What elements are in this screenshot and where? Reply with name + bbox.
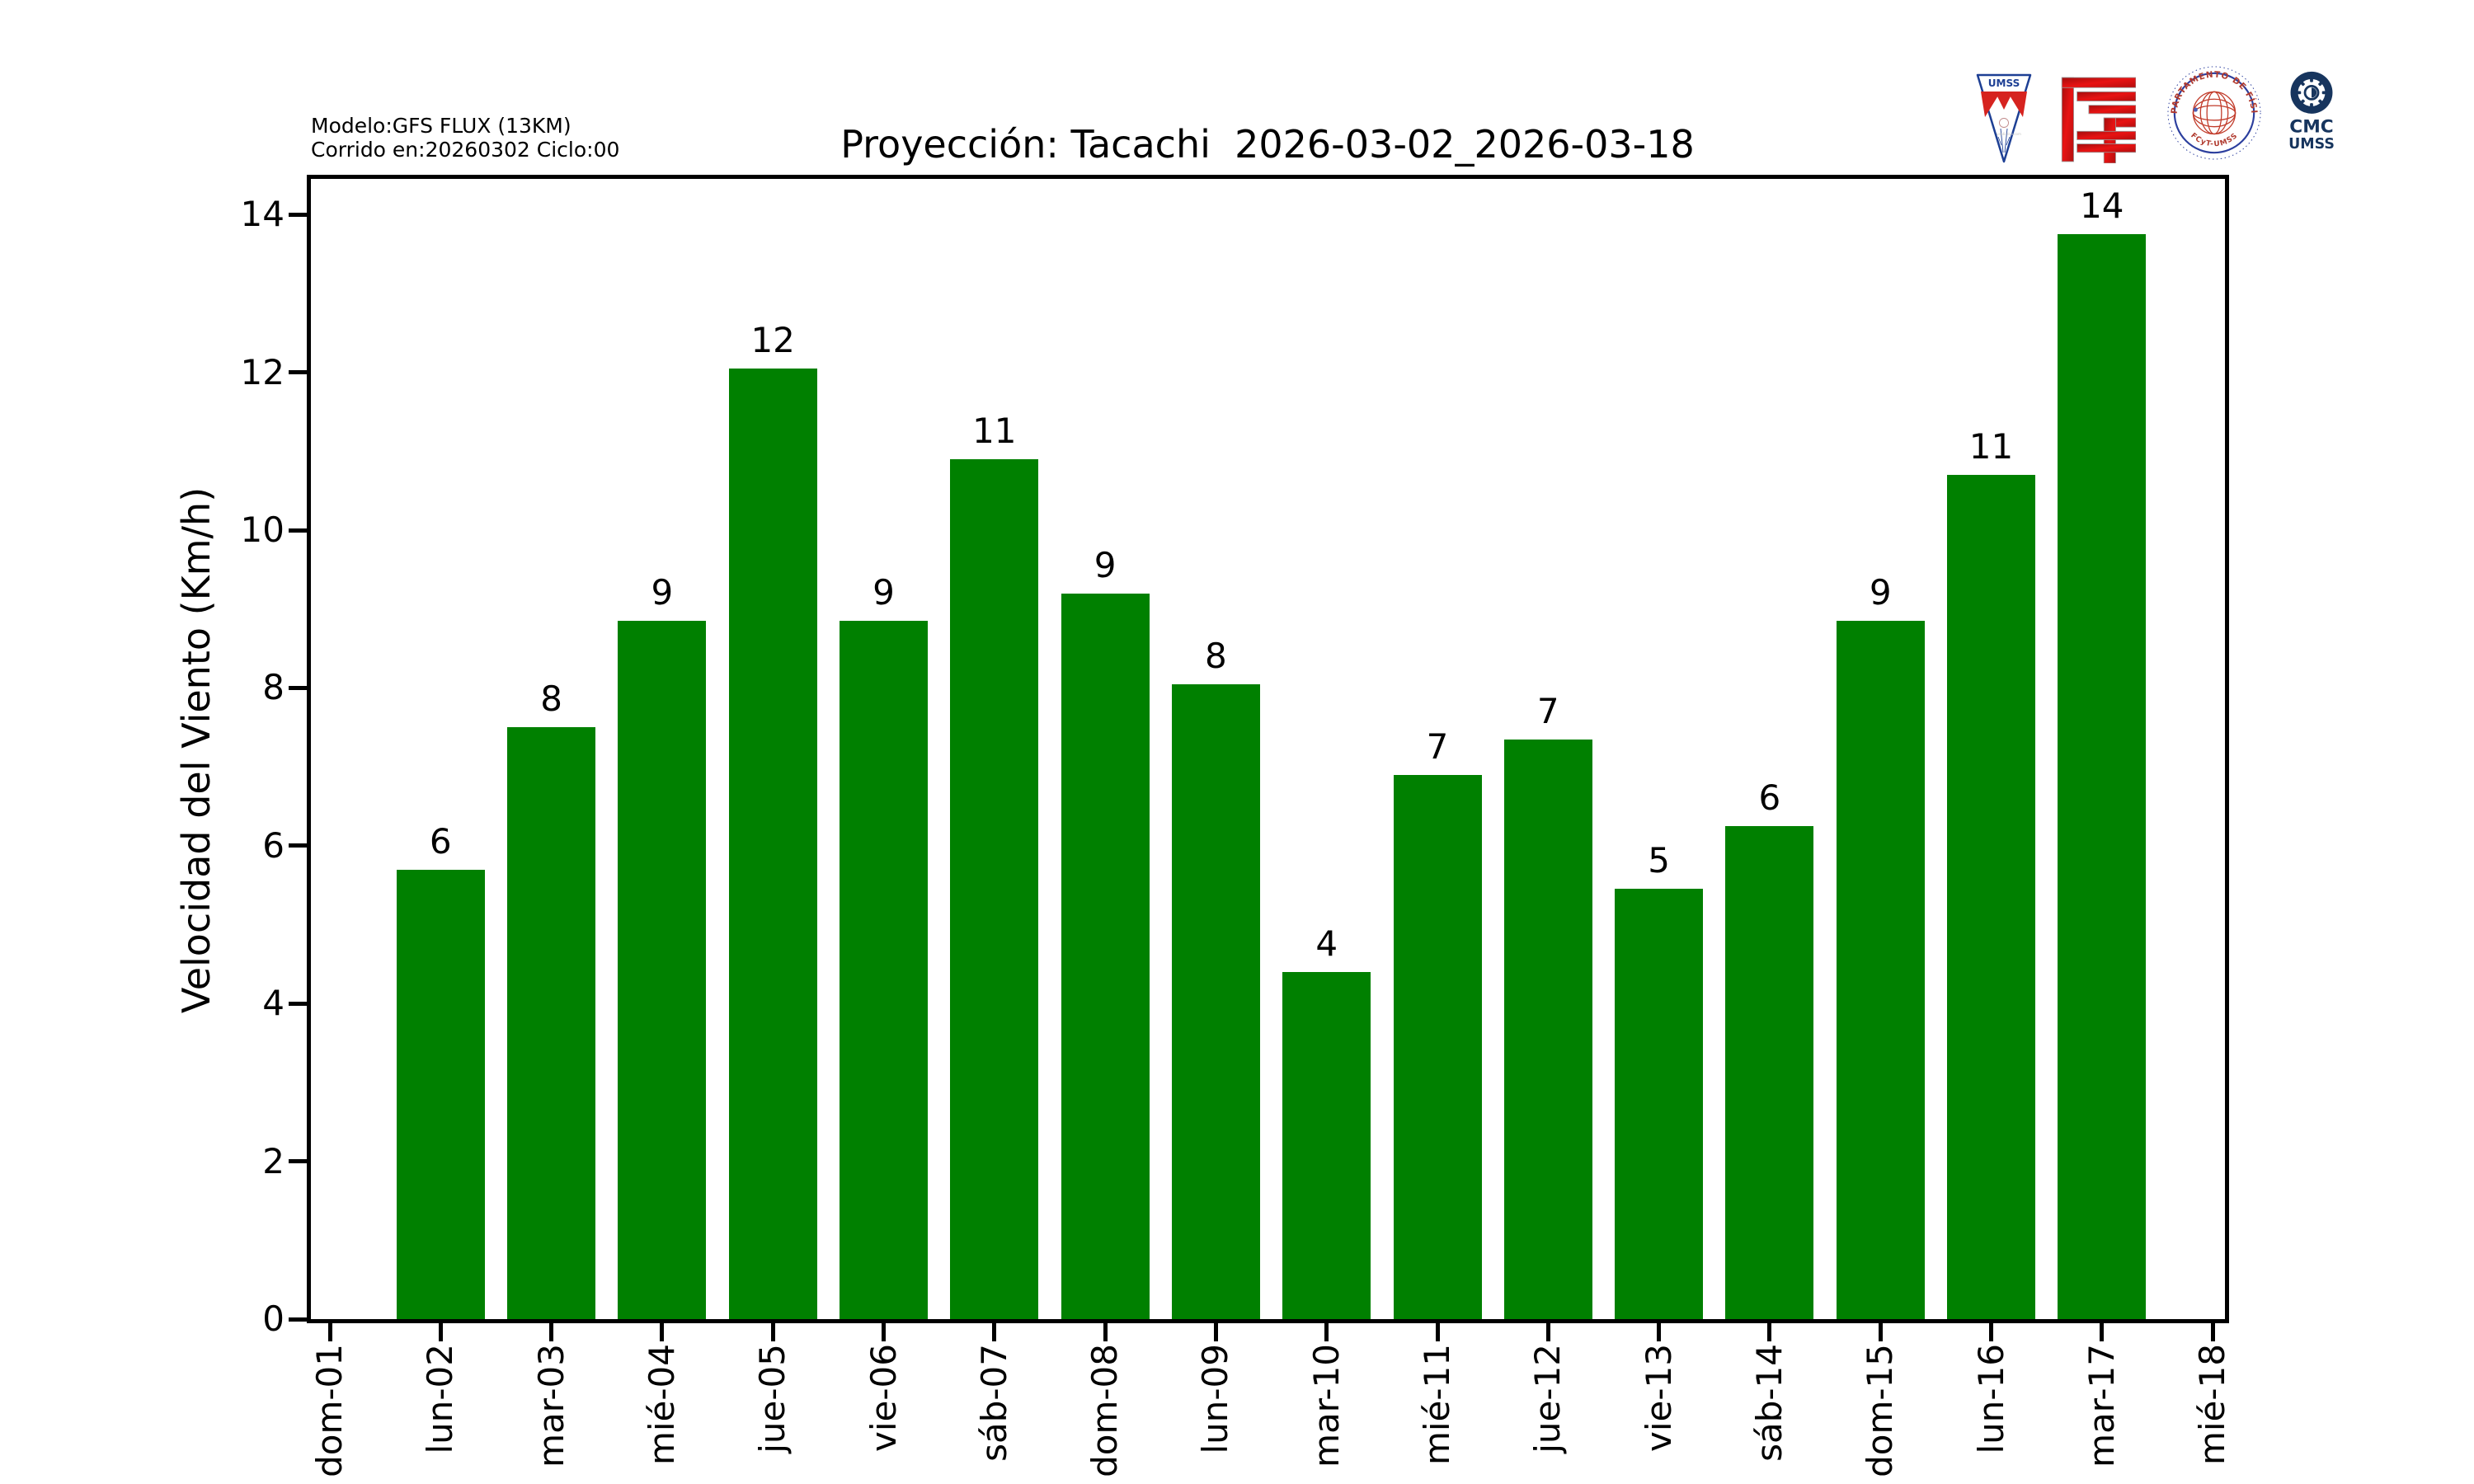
x-tick-label: jue-05 [752,1344,793,1453]
y-tick-mark [289,1001,307,1006]
x-tick-mark [770,1323,775,1341]
bar-value-label: 4 [1315,923,1338,964]
y-tick-label: 4 [262,983,285,1024]
bar-value-label: 5 [1648,840,1670,881]
y-tick-mark [289,370,307,375]
bar [1061,593,1150,1319]
bar-value-label: 9 [872,572,895,613]
y-tick-label: 6 [262,824,285,866]
cmc-text: CMC [2289,116,2333,137]
bar-value-label: 9 [651,572,674,613]
x-tick-mark [438,1323,443,1341]
bar [1393,774,1482,1319]
x-tick-mark [1878,1323,1883,1341]
x-tick-label: sáb-07 [973,1344,1014,1462]
bar [1171,683,1260,1319]
x-tick-mark [1657,1323,1662,1341]
umss-pennant-logo-icon: UMSS predictiva.com [1976,73,2032,163]
x-tick-mark [1324,1323,1329,1341]
x-tick-mark [882,1323,886,1341]
y-tick-mark [289,685,307,690]
x-tick-mark [992,1323,997,1341]
x-tick-label: dom-08 [1084,1344,1126,1477]
x-tick-mark [2210,1323,2215,1341]
x-tick-label: dom-15 [1860,1344,1901,1477]
bar [1503,739,1592,1319]
chart-title: Proyección: Tacachi 2026-03-02_2026-03-1… [840,122,1695,167]
x-tick-label: mar-17 [2081,1344,2122,1468]
logo-row: UMSS predictiva.com [1971,58,2342,173]
y-tick-label: 8 [262,667,285,708]
x-tick-mark [1545,1323,1550,1341]
x-tick-label: mié-18 [2192,1344,2233,1466]
bar [1836,621,1925,1319]
x-tick-mark [1989,1323,1993,1341]
y-tick-label: 10 [240,510,285,550]
bar [728,368,817,1319]
bar-value-label: 9 [1869,572,1892,613]
bar [396,869,485,1319]
x-tick-label: lun-16 [1970,1344,2011,1454]
x-tick-mark [1767,1323,1772,1341]
bar-value-label: 7 [1536,690,1559,731]
x-tick-label: vie-06 [863,1344,904,1452]
y-tick-mark [289,1317,307,1322]
y-tick-label: 0 [262,1298,285,1339]
model-info: Modelo:GFS FLUX (13KM) Corrido en:202603… [311,114,619,162]
cmc-umss-logo-icon: CMC UMSS [2288,71,2335,153]
bar [950,458,1039,1319]
cmc-umss-text: UMSS [2288,136,2335,153]
y-tick-mark [289,528,307,533]
x-tick-label: dom-01 [309,1344,350,1477]
y-axis-label: Velocidad del Viento (Km/h) [174,486,219,1014]
x-tick-mark [1213,1323,1218,1341]
fisica-seal-logo-icon: DEPARTAMENTO DE FÍSICA FCyT-UMSS [2166,60,2261,160]
bar [618,621,707,1319]
bar [507,727,596,1319]
model-line2: Corrido en:20260302 Ciclo:00 [311,138,620,162]
y-tick-label: 14 [240,194,285,235]
y-tick-mark [289,212,307,217]
x-tick-label: lun-09 [1195,1344,1236,1454]
bar [2058,234,2147,1319]
bar [1947,475,2035,1319]
bar-value-label: 7 [1426,726,1449,767]
x-tick-mark [660,1323,665,1341]
bar-value-label: 11 [1968,426,2014,467]
fcyt-logo-icon [2061,77,2136,163]
bar [1282,971,1371,1319]
x-tick-label: mié-11 [1417,1344,1457,1466]
x-tick-mark [1435,1323,1440,1341]
bar-value-label: 14 [2080,186,2124,227]
bar-value-label: 6 [1758,777,1781,818]
y-tick-label: 12 [240,351,285,392]
bar [840,621,928,1319]
model-line1: Modelo:GFS FLUX (13KM) [311,114,571,138]
x-tick-label: mar-10 [1305,1344,1347,1468]
umss-pennant-label: UMSS [1988,77,2020,89]
bar [1615,889,1704,1319]
x-tick-label: lun-02 [420,1344,461,1454]
x-tick-label: sáb-14 [1748,1344,1790,1462]
x-tick-mark [327,1323,332,1341]
bar [1725,825,1814,1319]
y-tick-label: 2 [262,1140,285,1181]
bar-value-label: 9 [1094,544,1117,585]
bar-value-label: 11 [972,410,1017,451]
bar-value-label: 6 [429,820,452,862]
bar-value-label: 8 [540,679,562,720]
x-tick-mark [2100,1323,2105,1341]
x-tick-mark [549,1323,554,1341]
x-tick-mark [1103,1323,1108,1341]
x-tick-label: jue-12 [1527,1344,1569,1453]
y-tick-mark [289,1159,307,1164]
bar-value-label: 12 [750,319,795,360]
pennant-watermark: predictiva.com [1997,132,2021,136]
y-tick-mark [289,843,307,848]
x-tick-label: vie-13 [1638,1344,1679,1452]
x-tick-label: mar-03 [530,1344,571,1468]
bar-value-label: 8 [1205,635,1227,676]
x-tick-label: mié-04 [641,1344,682,1466]
